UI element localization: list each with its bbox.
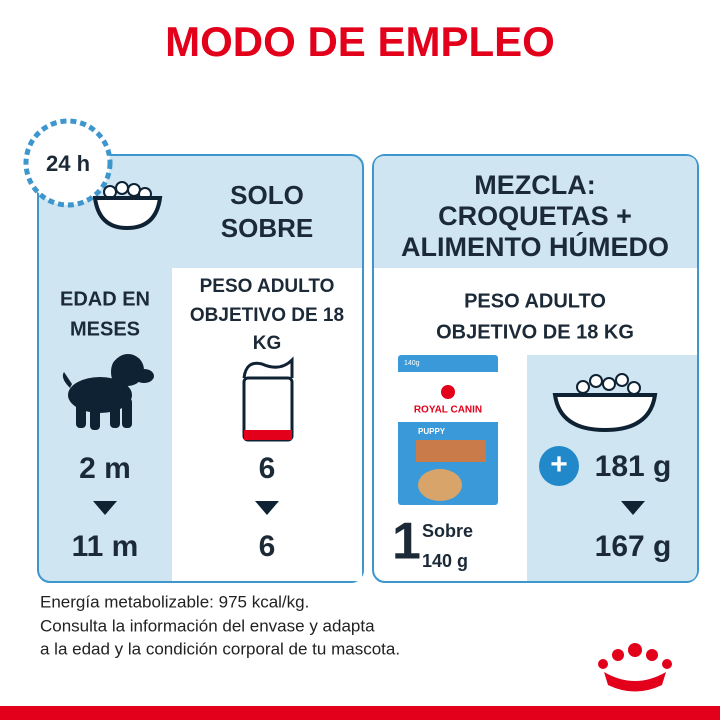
age-value: 11 m (72, 530, 139, 563)
bowl-icon (92, 181, 163, 231)
pouch-size: 140g (404, 360, 420, 367)
pouch-brand: ROYAL CANIN (414, 405, 482, 416)
weight-label: KG (253, 333, 282, 354)
left-white-column (172, 268, 362, 581)
bowl-icon (552, 373, 658, 433)
puppy-icon (62, 354, 154, 430)
right-header (374, 156, 697, 268)
plus-sign: + (550, 448, 568, 481)
food-amount: 167 g (595, 530, 672, 563)
pouch-band (244, 430, 292, 440)
note: a la edad y la condición corporal de tu … (40, 639, 400, 658)
arrow-down (93, 501, 117, 515)
left-heading: SOLO (230, 180, 304, 210)
age-label: MESES (70, 318, 140, 340)
pouch-logo (441, 385, 455, 399)
clock (23, 118, 113, 208)
count-value: 6 (259, 452, 276, 485)
pouch-food (416, 440, 486, 462)
pouch-unit: 140 g (422, 551, 468, 571)
arrow-down (255, 501, 279, 515)
footer-bar (0, 706, 720, 720)
weight-label: PESO ADULTO (464, 290, 606, 312)
count-value: 6 (259, 530, 276, 563)
right-heading: ALIMENTO HÚMEDO (401, 231, 669, 262)
right-heading: CROQUETAS + (438, 201, 632, 231)
food-amount: 181 g (595, 450, 672, 483)
weight-label: OBJETIVO DE 18 (190, 305, 344, 326)
right-heading: MEZCLA: (474, 170, 595, 200)
weight-label: OBJETIVO DE 18 KG (436, 321, 634, 343)
pouch-puppy (418, 469, 462, 501)
title: MODO DE EMPLEO (165, 18, 555, 65)
clock-label: 24 h (46, 151, 90, 176)
plus-circle (539, 446, 579, 486)
pouch-unit: Sobre (422, 521, 473, 541)
age-label: EDAD EN (60, 288, 150, 310)
pouch-variant: PUPPY (418, 427, 446, 436)
arrow-down (621, 501, 645, 515)
weight-label: PESO ADULTO (200, 276, 335, 297)
left-heading: SOBRE (221, 213, 313, 243)
brand-logo (598, 643, 672, 692)
age-value: 2 m (79, 452, 131, 485)
note: Consulta la información del envase y ada… (40, 616, 375, 635)
note: Energía metabolizable: 975 kcal/kg. (40, 592, 309, 611)
pouch-number: 1 (392, 513, 421, 571)
